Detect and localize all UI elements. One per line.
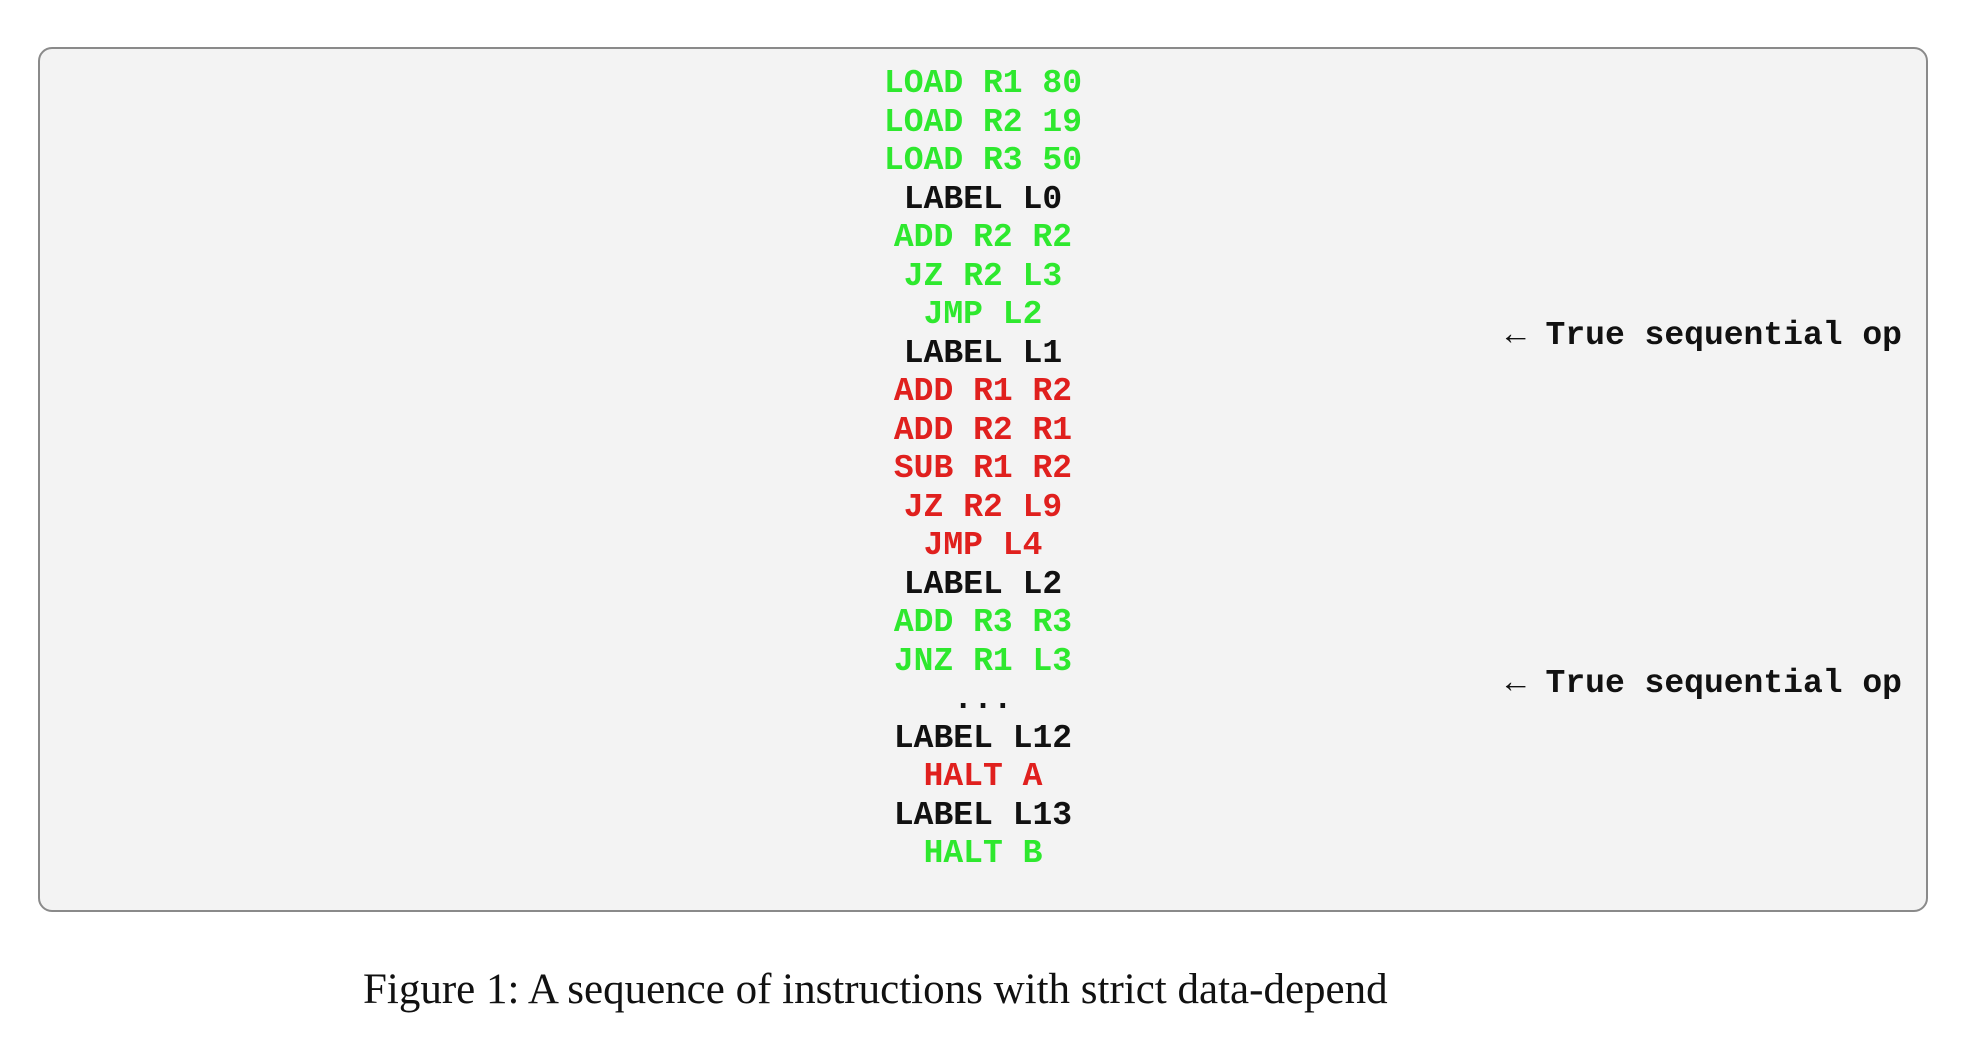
code-line: LOAD R2 19 [883, 103, 1083, 141]
code-line: ADD R2 R1 [893, 411, 1073, 449]
code-line: HALT B [923, 835, 1043, 872]
code-line: JZ R2 L3 [903, 257, 1063, 295]
code-line: JZ R2 L9 [903, 488, 1063, 526]
code-line: ADD R3 R3 [893, 604, 1073, 641]
code-line: JMP L4 [923, 527, 1043, 564]
code-line: LABEL L2 [903, 565, 1063, 603]
code-line: JNZ R1 L3 [893, 642, 1073, 680]
code-line: ... [953, 681, 1013, 718]
code-box: ← True sequential op ← True sequential o… [38, 47, 1928, 912]
code-line: LABEL L13 [893, 796, 1073, 834]
caption: Figure 1: A sequence of instructions wit… [363, 966, 1388, 1013]
code-line: ADD R2 R2 [893, 219, 1073, 256]
code-line: SUB R1 R2 [893, 450, 1073, 487]
annotation: ← True sequential op [1505, 317, 1902, 354]
code-line: LOAD R3 50 [883, 142, 1083, 179]
code-line: HALT A [923, 758, 1043, 795]
code-line: LABEL L1 [903, 334, 1063, 372]
annotation: ← True sequential op [1505, 665, 1902, 702]
code-line: LABEL L0 [903, 180, 1063, 218]
code-line: JMP L2 [923, 296, 1043, 333]
code-line: LABEL L12 [893, 719, 1073, 757]
code-line: LOAD R1 80 [883, 65, 1083, 102]
code-line: ADD R1 R2 [893, 373, 1073, 410]
